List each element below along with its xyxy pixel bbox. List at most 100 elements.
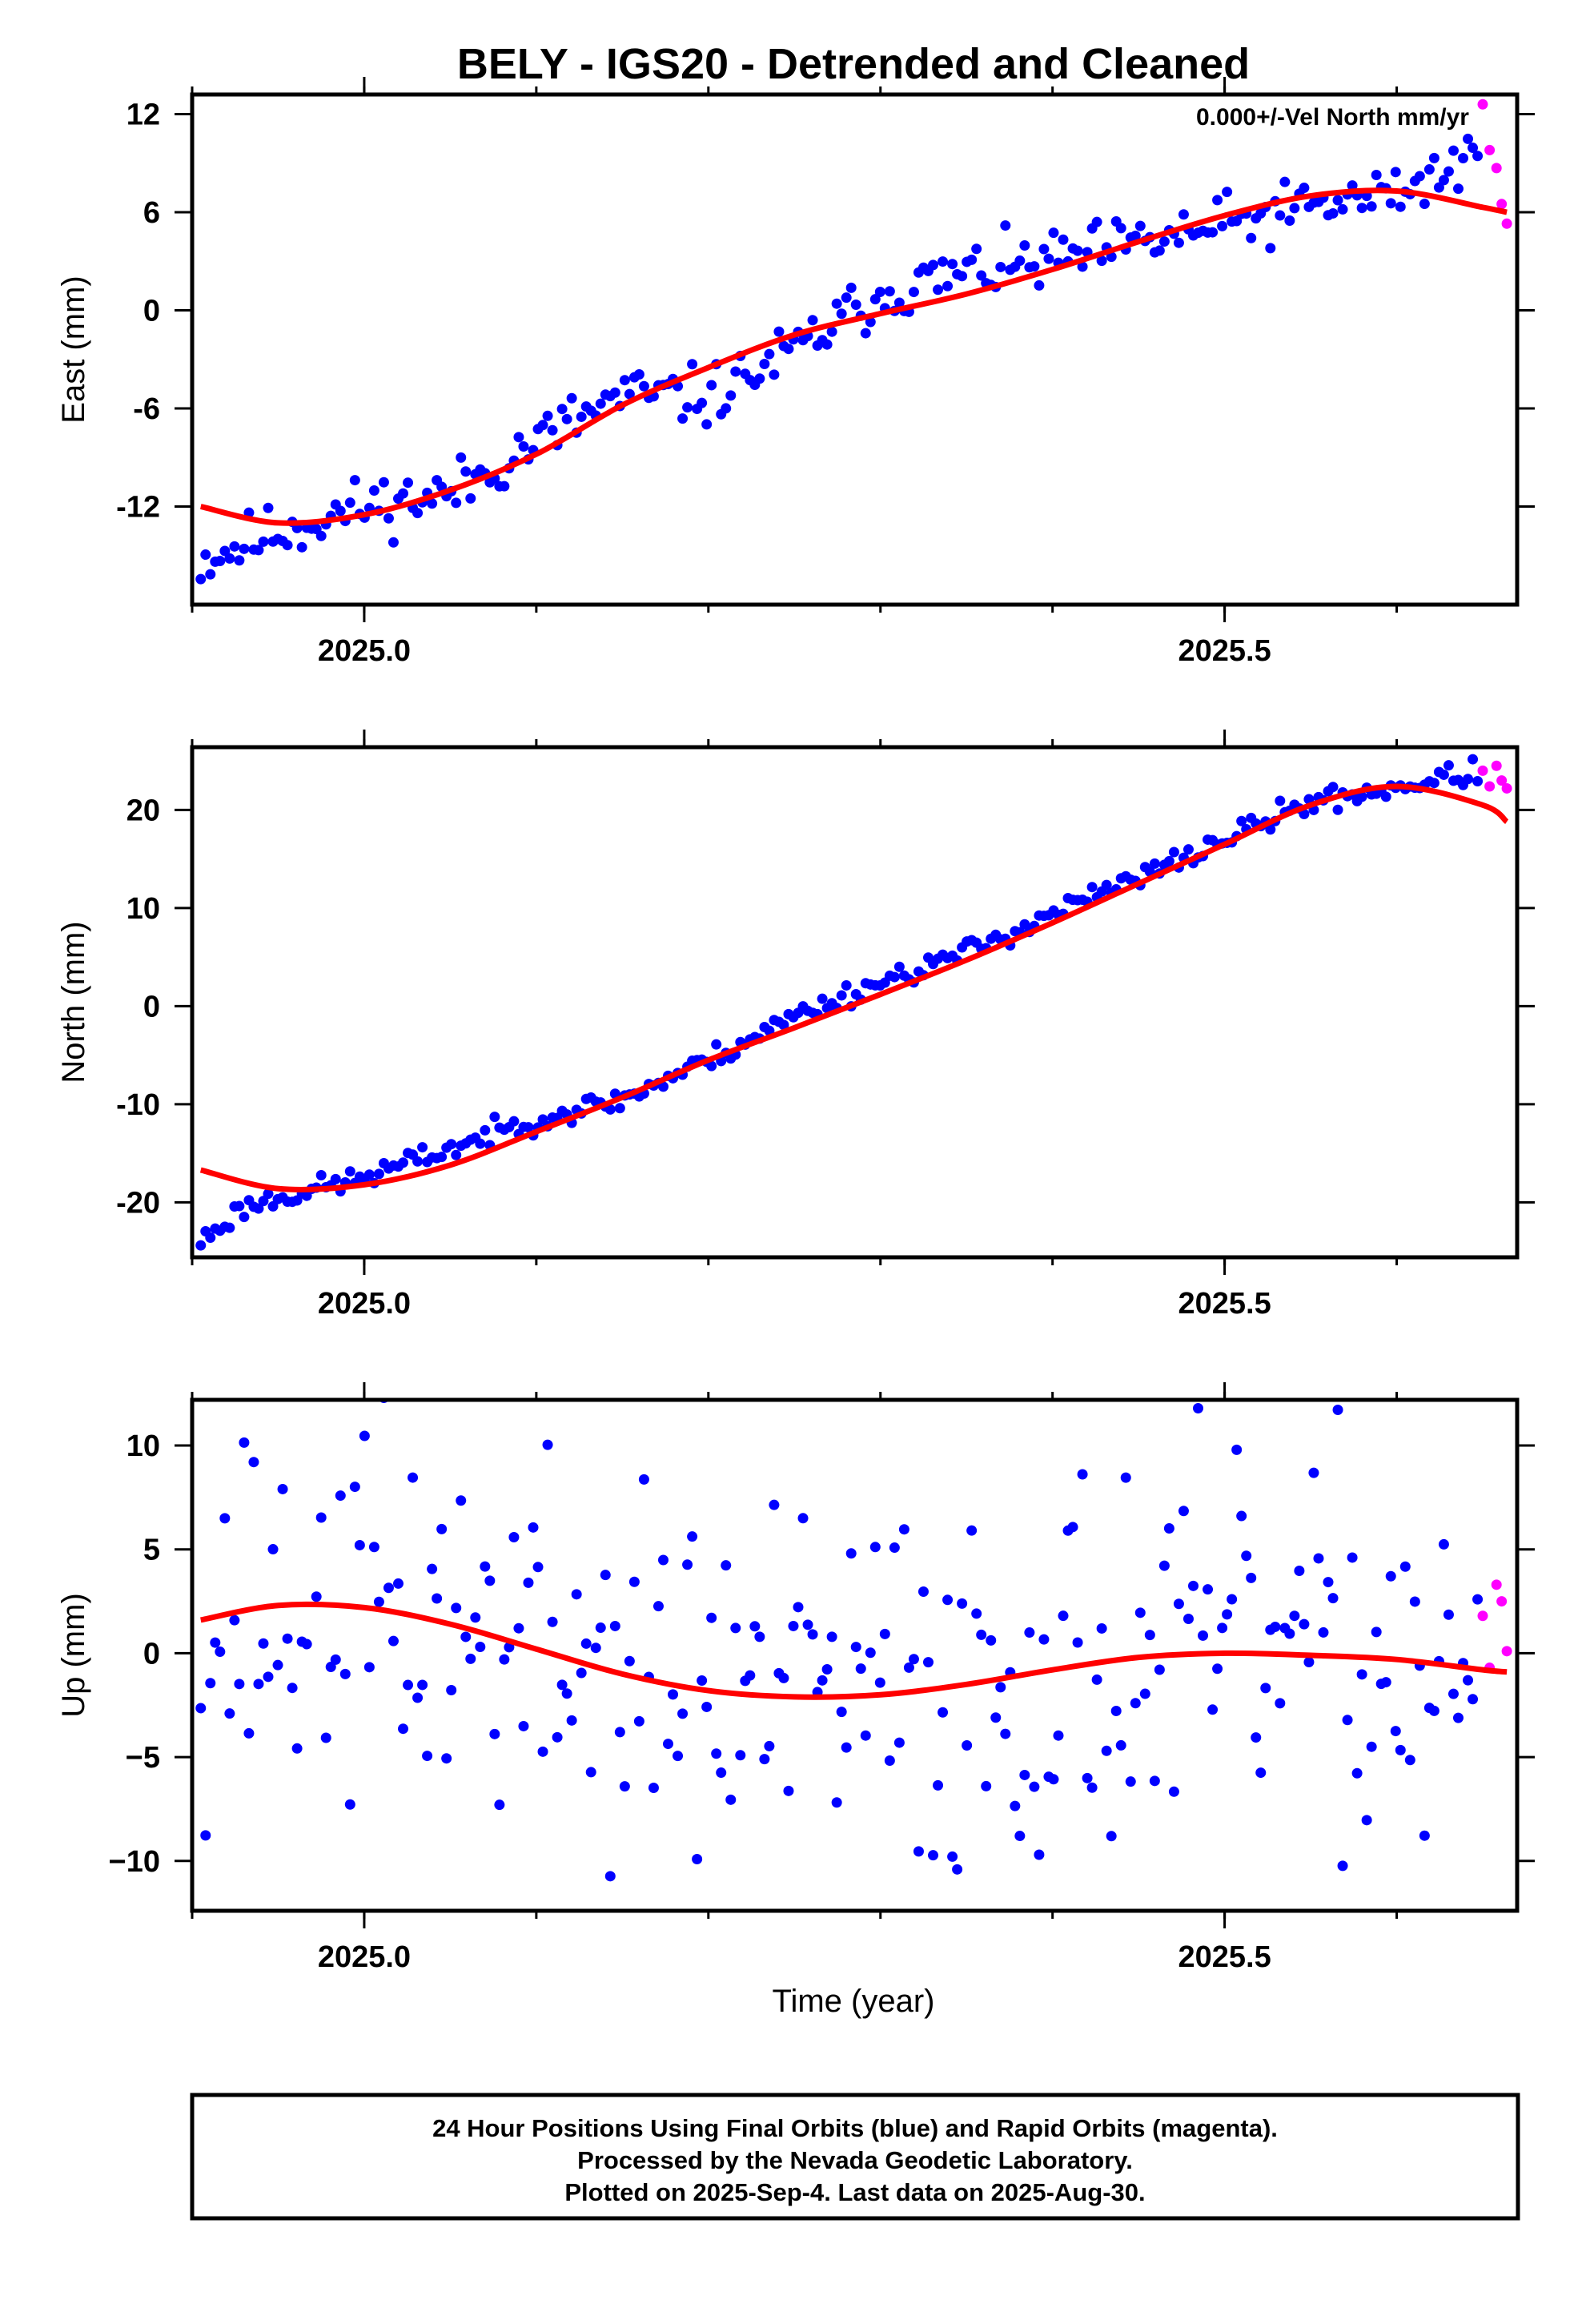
final-orbit-point xyxy=(1222,1609,1233,1620)
final-orbit-point xyxy=(1096,255,1107,267)
final-orbit-point xyxy=(677,413,689,424)
final-orbit-point xyxy=(619,1781,630,1792)
final-orbit-point xyxy=(1463,1675,1474,1686)
final-orbit-point xyxy=(1284,1628,1295,1639)
y-tick-label: −10 xyxy=(109,1845,160,1879)
final-orbit-point xyxy=(1299,1618,1310,1630)
final-orbit-point xyxy=(1173,1598,1184,1610)
rapid-orbit-point xyxy=(1477,765,1488,776)
final-orbit-point xyxy=(1337,203,1348,215)
final-orbit-point xyxy=(1163,1522,1174,1534)
final-orbit-point xyxy=(628,1576,640,1587)
final-orbit-point xyxy=(745,1670,756,1681)
final-orbit-point xyxy=(845,1548,857,1559)
final-orbit-point xyxy=(1082,1772,1093,1783)
final-orbit-point xyxy=(947,259,958,270)
final-orbit-point xyxy=(725,1794,737,1805)
final-orbit-point xyxy=(1130,230,1141,241)
final-orbit-point xyxy=(614,1103,625,1114)
final-orbit-point xyxy=(508,1531,520,1542)
final-orbit-point xyxy=(749,1621,761,1632)
final-orbit-point xyxy=(773,326,785,337)
final-orbit-point xyxy=(952,1864,963,1875)
final-orbit-point xyxy=(234,1679,245,1690)
final-orbit-point xyxy=(412,508,424,519)
final-orbit-point xyxy=(826,1631,837,1642)
final-orbit-point xyxy=(441,1753,452,1764)
final-orbit-point xyxy=(513,432,524,443)
final-orbit-point xyxy=(1327,1593,1339,1604)
final-orbit-point xyxy=(339,1668,351,1679)
final-orbit-point xyxy=(349,1482,360,1493)
final-orbit-point xyxy=(947,1851,958,1862)
velocity-annotation: 0.000+/-Vel North mm/yr xyxy=(1196,104,1469,131)
final-orbit-point xyxy=(600,1570,611,1581)
final-orbit-point xyxy=(398,1157,409,1168)
final-orbit-point xyxy=(1438,1538,1449,1550)
final-orbit-point xyxy=(1419,1830,1430,1841)
final-orbit-point xyxy=(648,1782,659,1793)
final-orbit-point xyxy=(398,488,409,499)
final-orbit-point xyxy=(1154,1664,1165,1675)
final-orbit-point xyxy=(884,286,895,297)
final-orbit-point xyxy=(682,402,693,413)
final-orbit-point xyxy=(1246,232,1257,243)
final-orbit-point xyxy=(1154,245,1165,256)
final-orbit-point xyxy=(831,298,842,309)
final-orbit-point xyxy=(1308,1467,1319,1478)
final-orbit-point xyxy=(200,549,211,561)
final-orbit-point xyxy=(1058,1610,1069,1622)
final-orbit-point xyxy=(807,1629,818,1640)
final-orbit-point xyxy=(874,287,885,298)
final-orbit-point xyxy=(446,1139,457,1150)
final-orbit-point xyxy=(1125,1776,1136,1787)
final-orbit-point xyxy=(513,1622,524,1634)
final-orbit-point xyxy=(1371,170,1382,181)
final-orbit-point xyxy=(1265,824,1276,835)
final-orbit-point xyxy=(1472,776,1484,787)
final-orbit-point xyxy=(1149,1775,1160,1787)
final-orbit-point xyxy=(609,387,620,398)
rapid-orbit-point xyxy=(1484,144,1496,155)
final-orbit-point xyxy=(903,1662,914,1673)
final-orbit-point xyxy=(913,1846,924,1857)
final-orbit-point xyxy=(205,569,216,580)
final-orbit-point xyxy=(387,1635,399,1647)
plot-frame xyxy=(190,1397,1520,1913)
final-orbit-point xyxy=(1463,774,1474,785)
final-orbit-point xyxy=(263,1671,274,1683)
final-orbit-point xyxy=(1395,1744,1406,1755)
final-orbit-point xyxy=(711,1748,722,1759)
final-orbit-point xyxy=(320,1732,331,1743)
final-orbit-point xyxy=(1468,754,1479,765)
rapid-orbit-point xyxy=(1496,1596,1508,1607)
final-orbit-point xyxy=(1458,153,1469,164)
final-orbit-point xyxy=(898,1524,909,1535)
final-orbit-point xyxy=(1091,1674,1102,1685)
final-orbit-point xyxy=(1399,1561,1411,1572)
final-orbit-point xyxy=(1356,203,1367,214)
final-orbit-point xyxy=(1149,858,1160,869)
final-orbit-point xyxy=(1134,220,1146,231)
final-orbit-point xyxy=(1058,234,1069,245)
final-orbit-point xyxy=(1222,187,1233,198)
final-orbit-point xyxy=(1178,1506,1189,1517)
final-orbit-point xyxy=(595,1622,606,1634)
rapid-orbit-point xyxy=(1501,1646,1512,1657)
final-orbit-point xyxy=(633,368,644,380)
final-orbit-point xyxy=(1217,220,1228,231)
y-tick-label: 12 xyxy=(126,99,160,132)
final-orbit-point xyxy=(1443,1609,1454,1620)
final-orbit-point xyxy=(860,1730,871,1741)
final-orbit-point xyxy=(1072,1637,1083,1648)
final-orbit-point xyxy=(783,1785,794,1796)
final-orbit-point xyxy=(836,1707,847,1718)
final-orbit-point xyxy=(1332,804,1343,815)
final-orbit-point xyxy=(1014,1831,1026,1842)
final-orbit-point xyxy=(475,1642,486,1653)
final-orbit-point xyxy=(1231,1444,1243,1455)
final-orbit-point xyxy=(976,270,987,281)
final-orbit-point xyxy=(706,1060,717,1072)
final-orbit-point xyxy=(1246,1572,1257,1583)
final-orbit-point xyxy=(1212,195,1223,206)
